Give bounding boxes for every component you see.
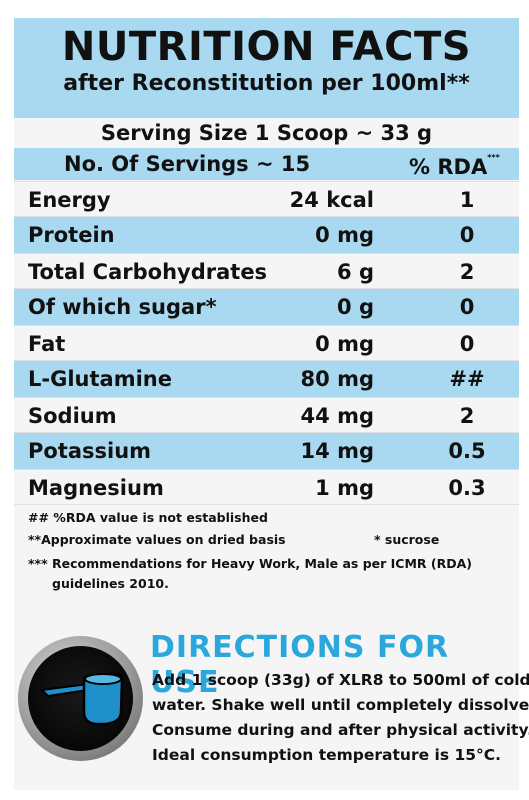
nutrient-name: Magnesium [28, 476, 164, 500]
nutrient-row-protein: Protein 0 mg 0 [14, 217, 519, 253]
nutrient-name: L-Glutamine [28, 367, 172, 391]
nutrient-rda: ## [449, 367, 485, 391]
nutrient-value: 6 g [337, 260, 374, 284]
nutrient-value: 14 mg [300, 439, 374, 463]
badge-inner [28, 646, 133, 751]
footnote-sucrose: * sucrose [374, 532, 440, 547]
directions-title: DIRECTIONS FOR USE [150, 630, 450, 700]
nutrient-row-sugar: Of which sugar* 0 g 0 [14, 289, 519, 325]
directions-line: Consume during and after physical activi… [152, 721, 529, 739]
nutrient-row-sodium: Sodium 44 mg 2 [14, 397, 519, 433]
scoop-icon [39, 672, 124, 726]
footnote-rda: ## %RDA value is not established [28, 510, 268, 525]
nutrient-row-magnesium: Magnesium 1 mg 0.3 [14, 469, 519, 505]
nutrient-name: Sodium [28, 404, 117, 428]
rda-header: % RDA*** [409, 148, 500, 183]
servings-row: No. Of Servings ~ 15 % RDA*** [14, 148, 519, 180]
nutrient-value: 0 mg [315, 223, 374, 247]
footnote-approximate: **Approximate values on dried basis [28, 532, 286, 547]
nutrient-row-potassium: Potassium 14 mg 0.5 [14, 433, 519, 469]
directions-line: Ideal consumption temperature is 15°C. [152, 746, 502, 764]
nutrient-name: Protein [28, 223, 115, 247]
nutrient-name: Potassium [28, 439, 152, 463]
nutrition-header: NUTRITION FACTS after Reconstitution per… [14, 18, 519, 118]
nutrient-name: Energy [28, 188, 111, 212]
footnote-recommendation-cont: guidelines 2010. [52, 576, 169, 591]
page-subtitle: after Reconstitution per 100ml** [63, 71, 470, 96]
scoop-badge [18, 636, 143, 761]
nutrient-row-energy: Energy 24 kcal 1 [14, 181, 519, 217]
nutrient-value: 1 mg [315, 476, 374, 500]
nutrient-value: 80 mg [300, 367, 374, 391]
nutrient-rda: 0.5 [448, 439, 486, 463]
nutrient-rda: 2 [459, 404, 475, 428]
nutrient-row-total-carbohydrates: Total Carbohydrates 6 g 2 [14, 253, 519, 289]
nutrient-name: Fat [28, 332, 66, 356]
nutrient-rda: 0.3 [448, 476, 486, 500]
nutrient-rda: 1 [459, 188, 475, 212]
directions-line: Add 1 scoop (33g) of XLR8 to 500ml of co… [152, 671, 529, 689]
nutrient-value: 44 mg [300, 404, 374, 428]
rda-label: % RDA [409, 155, 488, 179]
nutrient-rda: 2 [459, 260, 475, 284]
nutrient-value: 24 kcal [289, 188, 374, 212]
directions-line: water. Shake well until completely disso… [152, 696, 529, 714]
nutrient-row-l-glutamine: L-Glutamine 80 mg ## [14, 361, 519, 397]
serving-size: Serving Size 1 Scoop ~ 33 g [14, 118, 519, 148]
footnote-recommendation: *** Recommendations for Heavy Work, Male… [28, 556, 472, 571]
nutrient-rda: 0 [459, 295, 475, 319]
nutrient-rda: 0 [459, 223, 475, 247]
nutrient-name: Of which sugar* [28, 295, 217, 319]
nutrient-row-fat: Fat 0 mg 0 [14, 325, 519, 361]
page-title: NUTRITION FACTS [61, 24, 472, 70]
nutrient-name: Total Carbohydrates [28, 260, 268, 284]
rda-marker: *** [487, 153, 500, 162]
nutrient-rda: 0 [459, 332, 475, 356]
directions-text: Add 1 scoop (33g) of XLR8 to 500ml of co… [152, 668, 529, 768]
nutrient-value: 0 g [337, 295, 374, 319]
servings-count: No. Of Servings ~ 15 [64, 152, 311, 176]
nutrient-value: 0 mg [315, 332, 374, 356]
